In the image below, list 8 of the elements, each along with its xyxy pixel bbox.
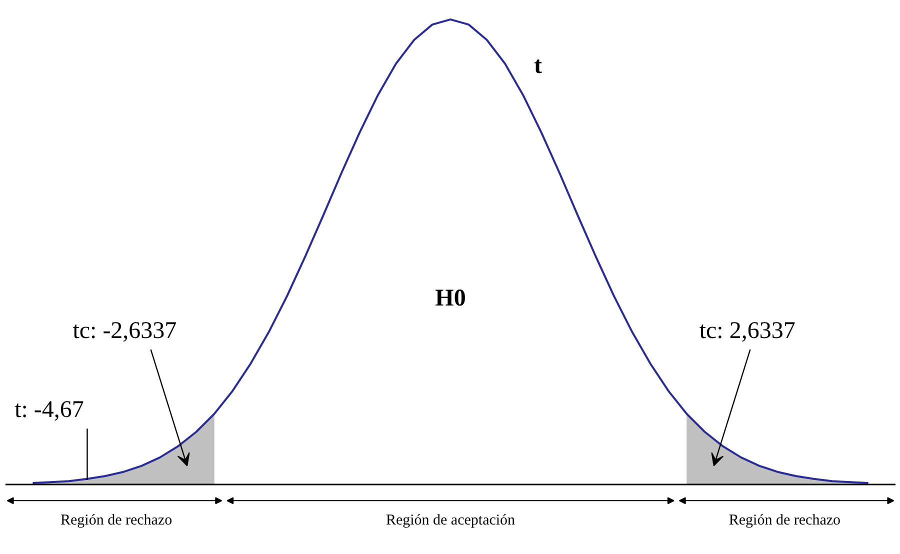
annotation: t: -4,67 [14, 397, 84, 424]
annotation: tc: 2,6337 [699, 318, 796, 344]
text: Región de aceptación [386, 512, 516, 528]
annotation: H0 [435, 285, 466, 312]
text: Región de rechazo [728, 512, 841, 528]
text: Región de rechazo [60, 512, 172, 528]
annotation: t [534, 52, 542, 79]
annotation: tc: -2,6337 [72, 318, 177, 344]
